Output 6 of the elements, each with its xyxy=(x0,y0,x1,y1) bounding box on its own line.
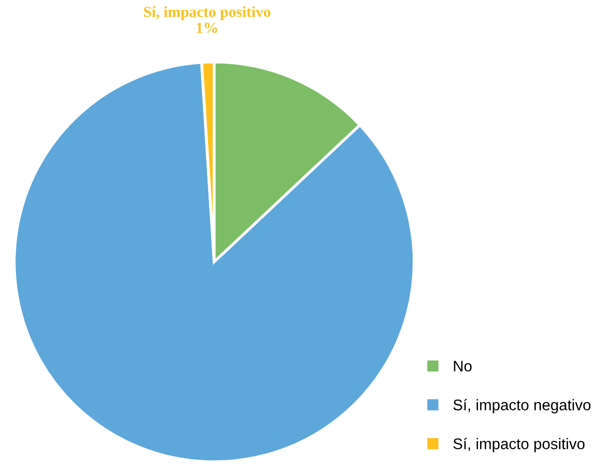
legend-label: Sí, impacto positivo xyxy=(453,438,585,452)
slice-label: Sí, impacto positivo xyxy=(144,6,270,20)
legend-label: No xyxy=(454,360,472,372)
legend-label: Sí, impacto negativo xyxy=(453,398,591,414)
pie-slice xyxy=(12,60,416,464)
data-label: 1% xyxy=(196,22,218,34)
